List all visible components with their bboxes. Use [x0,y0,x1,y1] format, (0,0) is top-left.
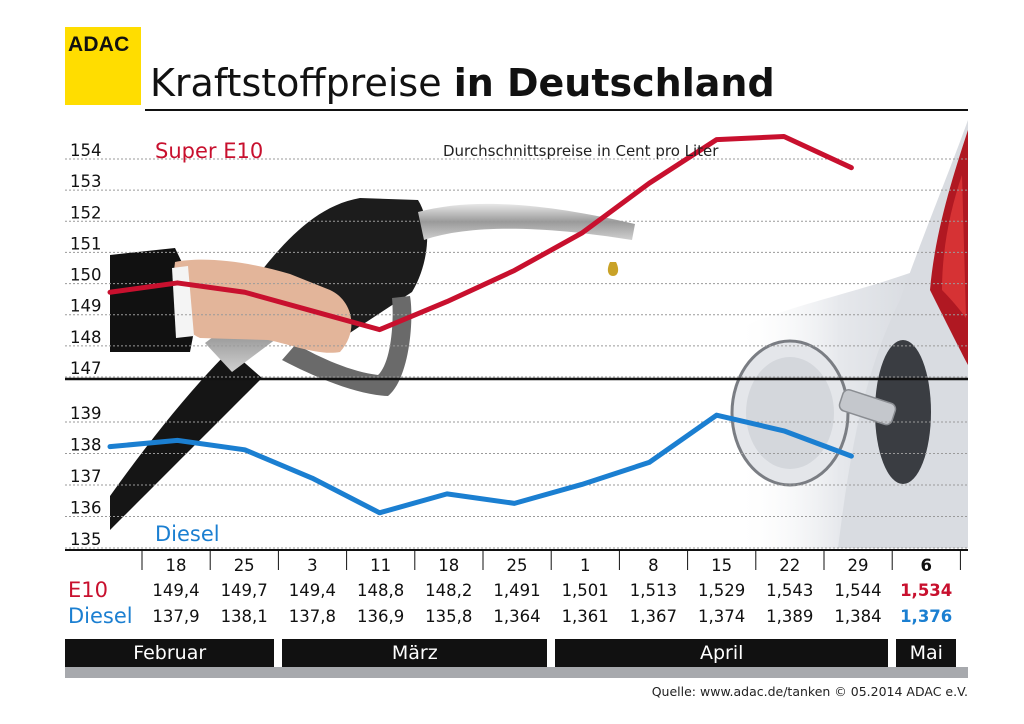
date-label: 25 [506,556,528,575]
e10-value-cell: 149,4 [288,581,337,600]
diesel-value-cell: 1,367 [629,607,678,626]
date-label: 1 [579,556,591,575]
e10-value-cell: 1,534 [900,581,953,600]
column-dividers [141,550,961,570]
e10-tick-label: 148 [70,328,102,347]
e10-gridlines [65,158,968,378]
footer-grey-bar [65,667,968,678]
e10-tick-label: 151 [70,234,102,253]
diesel-gridlines [65,421,968,549]
date-label: 15 [711,556,733,575]
month-label: März [282,639,548,667]
adac-logo: ADAC [65,27,141,105]
diesel-series-line [107,412,854,516]
e10-tick-label: 154 [70,141,102,160]
e10-series-line [107,134,854,333]
date-label: 22 [779,556,801,575]
e10-value-cell: 148,2 [425,581,473,600]
diesel-tick-label: 135 [70,530,102,549]
date-label: 18 [165,556,187,575]
e10-row-label: E10 [68,578,108,602]
e10-tick-label: 153 [70,172,102,191]
month-label: Mai [896,639,957,667]
date-label: 3 [307,556,318,575]
date-label: 18 [438,556,460,575]
chart-subtitle: Durchschnittspreise in Cent pro Liter [443,142,719,160]
e10-series-label: Super E10 [155,139,264,163]
diesel-series-label: Diesel [155,522,220,546]
y-tick-labels: 154 153 152 151 150 149 148 147 139 138 137 136 135 [70,141,102,549]
e10-value-cell: 1,543 [766,581,814,600]
diesel-tick-label: 139 [70,404,102,423]
e10-value-cell: 1,513 [629,581,678,600]
e10-tick-label: 150 [70,266,102,285]
diesel-value-cell: 1,376 [900,607,953,626]
title-light: Kraftstoffpreise [150,61,442,105]
month-label: April [555,639,889,667]
diesel-value-cell: 1,384 [834,607,882,626]
date-label: 8 [648,556,659,575]
diesel-value-cell: 1,374 [697,607,746,626]
e10-tick-label: 147 [70,359,102,378]
adac-logo-text: ADAC [68,33,130,56]
diesel-row-label: Diesel [68,604,133,628]
diesel-tick-label: 136 [70,499,102,518]
date-label: 11 [370,556,392,575]
diesel-value-cell: 138,1 [220,607,268,626]
date-label: 29 [847,556,869,575]
e10-value-cell: 149,7 [220,581,268,600]
diesel-value-cell: 1,364 [493,607,541,626]
e10-value-cell: 149,4 [152,581,200,600]
e10-value-cell: 148,8 [356,581,405,600]
e10-value-cell: 1,491 [493,581,541,600]
source-credit: Quelle: www.adac.de/tanken © 05.2014 ADA… [651,684,968,699]
diesel-value-cell: 137,8 [288,607,337,626]
month-label: Februar [65,639,275,667]
date-label: 25 [233,556,255,575]
e10-tick-label: 149 [70,297,102,316]
diesel-tick-label: 137 [70,467,102,486]
e10-value-cell: 1,544 [834,581,882,600]
page-title: Kraftstoffpreise in Deutschland [150,64,775,102]
date-label: 6 [920,556,932,575]
title-bold: in Deutschland [453,61,775,105]
diesel-value-cell: 1,361 [561,607,609,626]
diesel-value-cell: 1,389 [766,607,814,626]
e10-tick-label: 152 [70,203,102,222]
diesel-value-cell: 135,8 [425,607,473,626]
e10-value-cell: 1,501 [561,581,609,600]
e10-value-cell: 1,529 [697,581,746,600]
diesel-value-cell: 136,9 [356,607,405,626]
diesel-value-cell: 137,9 [152,607,200,626]
car-illustration [730,110,968,548]
diesel-tick-label: 138 [70,436,102,455]
